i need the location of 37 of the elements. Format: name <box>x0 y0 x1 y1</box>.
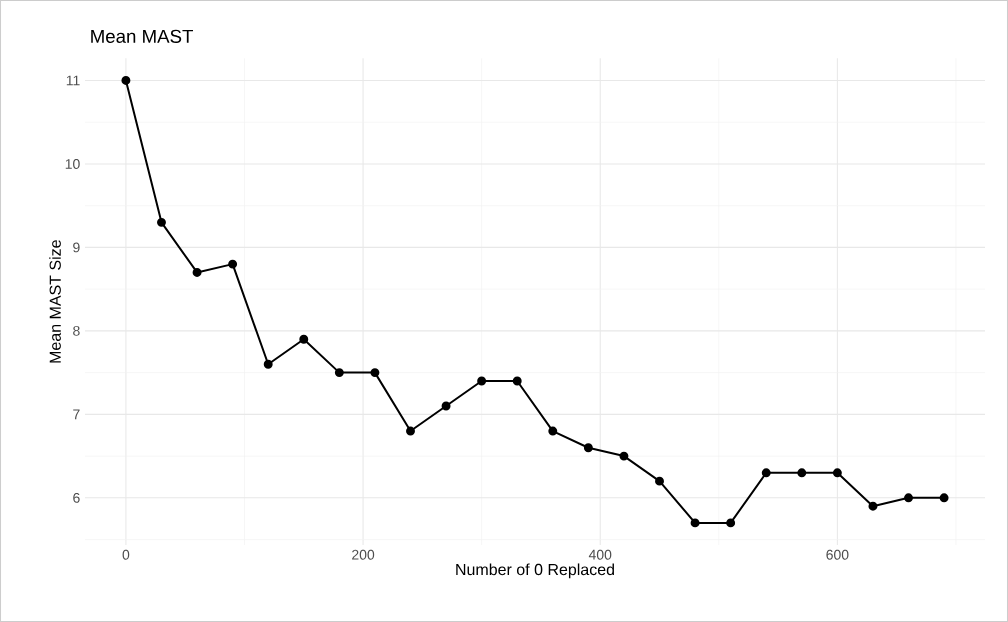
x-tick-label: 0 <box>122 549 130 560</box>
point <box>192 267 202 277</box>
point <box>904 493 913 503</box>
y-tick-label: 10 <box>65 158 80 169</box>
point <box>441 401 451 411</box>
point <box>157 217 166 227</box>
point <box>121 75 131 85</box>
x-axis-title: Number of 0 Replaced <box>456 563 614 579</box>
point <box>797 468 807 478</box>
x-tick-label: 400 <box>588 549 612 560</box>
point <box>868 501 878 511</box>
point <box>512 376 522 386</box>
y-tick-label: 6 <box>73 492 80 503</box>
y-tick-label: 9 <box>73 242 80 253</box>
point <box>299 334 309 344</box>
y-axis-title: Mean MAST Size <box>49 240 61 363</box>
point <box>939 493 949 503</box>
point <box>406 426 415 436</box>
y-tick-label: 8 <box>73 325 80 336</box>
chart-title: Mean MAST <box>91 29 193 43</box>
point <box>263 359 273 369</box>
x-tick-label: 200 <box>352 549 375 560</box>
point <box>370 368 380 378</box>
point <box>726 518 736 528</box>
point <box>334 368 344 378</box>
point <box>583 443 593 453</box>
point <box>228 259 238 269</box>
point <box>832 468 842 478</box>
point <box>548 426 558 436</box>
point <box>619 451 629 461</box>
point <box>761 468 771 478</box>
y-tick-label: 7 <box>73 409 80 420</box>
point <box>655 476 664 486</box>
y-tick-label: 11 <box>66 75 80 86</box>
point <box>477 376 487 386</box>
point <box>690 518 700 528</box>
x-tick-label: 600 <box>826 549 849 560</box>
